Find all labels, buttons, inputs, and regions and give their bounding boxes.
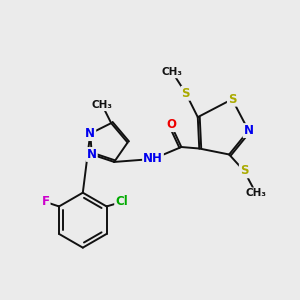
Text: CH₃: CH₃ <box>162 68 183 77</box>
Text: N: N <box>85 127 95 140</box>
Text: S: S <box>228 93 236 106</box>
Text: O: O <box>166 118 176 131</box>
Text: N: N <box>87 148 97 161</box>
Text: CH₃: CH₃ <box>92 100 113 110</box>
Text: CH₃: CH₃ <box>245 188 266 198</box>
Text: S: S <box>182 87 190 100</box>
Text: F: F <box>42 196 50 208</box>
Text: N: N <box>244 124 254 137</box>
Text: NH: NH <box>143 152 163 166</box>
Text: S: S <box>240 164 248 177</box>
Text: Cl: Cl <box>115 196 128 208</box>
